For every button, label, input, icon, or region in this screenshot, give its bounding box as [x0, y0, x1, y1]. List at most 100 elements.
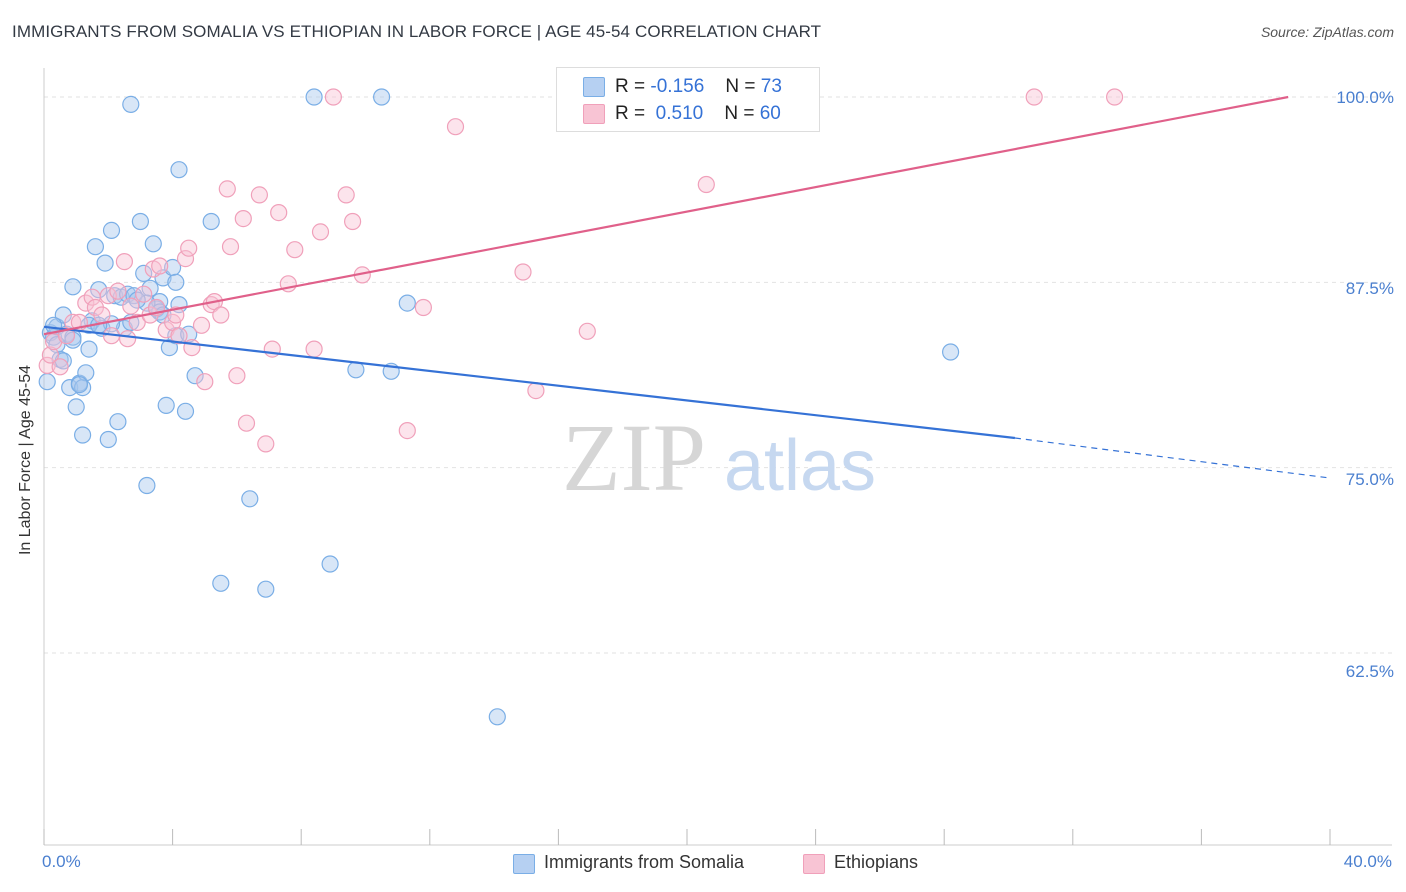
ethiopian-point: [514, 263, 532, 281]
somalia-trend-extension: [1014, 437, 1331, 479]
correlation-legend: R = -0.156 N = 73 R = 0.510 N = 60: [556, 67, 820, 132]
ethiopian-point: [128, 313, 146, 331]
somalia-point: [373, 88, 391, 106]
somalia-point: [61, 379, 79, 397]
ethiopian-point: [344, 212, 362, 231]
y-tick-label: 100.0%: [1336, 88, 1394, 107]
somalia-swatch: [583, 77, 605, 97]
ethiopian-point: [286, 241, 304, 259]
somalia-point: [138, 476, 156, 495]
data-points: [38, 88, 1124, 726]
ethiopian-point: [527, 382, 545, 400]
x-tick-label: 0.0%: [42, 852, 81, 871]
somalia-point: [157, 396, 175, 414]
ethiopian-point: [196, 373, 214, 391]
somalia-point: [176, 402, 195, 420]
ethiopians-swatch: [583, 104, 605, 124]
ethiopian-point: [237, 414, 256, 432]
somalia-point: [67, 398, 85, 416]
ethiopian-point: [697, 175, 715, 194]
somalia-legend-label: Immigrants from Somalia: [544, 852, 745, 872]
ethiopian-point: [115, 253, 134, 271]
ethiopian-point: [176, 250, 195, 268]
somalia-point: [80, 340, 98, 358]
ethiopian-point: [234, 210, 252, 228]
ethiopian-point: [228, 367, 246, 385]
ethiopian-point: [109, 282, 127, 300]
ethiopian-point: [192, 316, 211, 334]
somalia-point: [202, 212, 220, 231]
ethiopian-point: [99, 287, 117, 305]
y-tick-label: 62.5%: [1345, 662, 1394, 681]
somalia-point: [64, 278, 82, 296]
y-tick-label: 87.5%: [1345, 279, 1394, 298]
ethiopians-r-value: 0.510: [655, 103, 704, 124]
ethiopian-point: [305, 340, 323, 358]
trend-lines: [43, 95, 1331, 479]
somalia-point: [109, 413, 127, 431]
ethiopian-point: [118, 330, 137, 348]
somalia-point: [170, 161, 188, 179]
ethiopian-point: [77, 294, 95, 312]
n-label: N =: [724, 103, 755, 124]
somalia-point: [86, 238, 105, 256]
somalia-point: [135, 264, 153, 282]
somalia-point: [102, 221, 121, 239]
somalia-point: [488, 708, 506, 726]
ethiopian-point: [398, 422, 416, 440]
somalia-point: [186, 367, 204, 385]
somalia-point: [96, 254, 114, 272]
somalia-r-value: -0.156: [650, 76, 705, 97]
chart-source: Source: ZipAtlas.com: [1260, 24, 1394, 40]
somalia-point: [131, 212, 149, 231]
somalia-point: [99, 430, 117, 449]
ethiopian-point: [151, 257, 169, 275]
ethiopian-point: [38, 356, 56, 374]
chart-title: IMMIGRANTS FROM SOMALIA VS ETHIOPIAN IN …: [12, 22, 822, 41]
r-label: R =: [615, 76, 646, 97]
somalia-point: [38, 373, 56, 391]
somalia-trend-line: [43, 325, 1016, 440]
ethiopian-point: [180, 239, 198, 257]
ethiopians-n-value: 60: [759, 103, 781, 124]
somalia-point: [305, 88, 323, 106]
ethiopian-point: [221, 238, 240, 256]
somalia-point: [321, 555, 339, 573]
ethiopian-point: [122, 297, 140, 315]
gridlines: [44, 96, 1392, 654]
somalia-point: [257, 580, 275, 598]
watermark-zip: ZIP: [562, 404, 706, 511]
ethiopian-point: [446, 118, 465, 136]
ethiopian-point: [250, 186, 268, 204]
ethiopian-point: [414, 298, 432, 317]
ethiopian-point: [311, 223, 330, 241]
x-tick-label: 40.0%: [1343, 852, 1392, 871]
somalia-n-value: 73: [760, 76, 782, 97]
ethiopians-legend-swatch: [803, 854, 825, 874]
somalia-point: [941, 343, 960, 361]
watermark-atlas: atlas: [724, 426, 876, 506]
r-label: R =: [615, 103, 646, 124]
ethiopian-point: [578, 322, 596, 340]
somalia-point: [398, 294, 416, 312]
ethiopian-point: [170, 327, 188, 345]
ethiopian-point: [183, 339, 201, 357]
ethiopian-point: [1105, 88, 1124, 106]
somalia-point: [212, 574, 230, 592]
ethiopian-point: [51, 358, 69, 376]
ethiopian-point: [324, 88, 342, 106]
ethiopian-trend-line: [43, 95, 1289, 336]
ethiopian-point: [41, 346, 60, 364]
ethiopian-point: [167, 306, 185, 324]
watermark: ZIP atlas: [562, 404, 876, 511]
ethiopian-point: [93, 306, 111, 324]
ethiopian-point: [337, 186, 355, 204]
ethiopian-point: [212, 306, 230, 324]
ethiopian-point: [135, 285, 153, 303]
somalia-point: [70, 376, 89, 394]
somalia-point: [167, 273, 185, 291]
somalia-point: [73, 426, 92, 444]
somalia-point: [128, 291, 146, 309]
y-tick-label: 75.0%: [1345, 470, 1394, 489]
